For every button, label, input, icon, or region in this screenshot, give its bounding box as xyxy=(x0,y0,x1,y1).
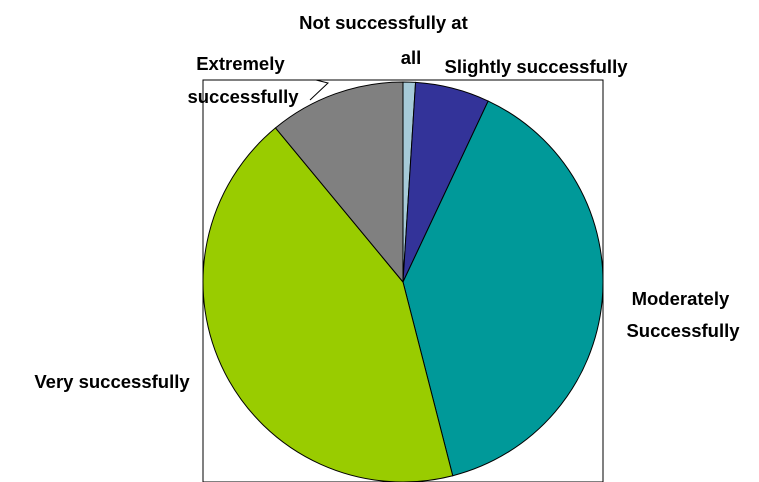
slice-labels: Not successfully at all Slightly success… xyxy=(34,12,740,392)
slice-label-very-successfully: Very successfully xyxy=(34,371,190,392)
slice-label-extremely-successfully: Extremely successfully xyxy=(187,53,299,107)
pie-slices xyxy=(202,81,604,482)
slice-label-moderately-successfully: Moderately Successfully xyxy=(626,288,740,341)
pie-slice-3 xyxy=(202,127,454,482)
slice-label-not-successfully: Not successfully at all xyxy=(299,12,473,68)
pie-slice-4 xyxy=(274,81,404,284)
slice-label-slightly-successfully: Slightly successfully xyxy=(444,56,628,77)
leader-line-extremely xyxy=(309,79,330,101)
pie-slice-2 xyxy=(402,100,604,477)
